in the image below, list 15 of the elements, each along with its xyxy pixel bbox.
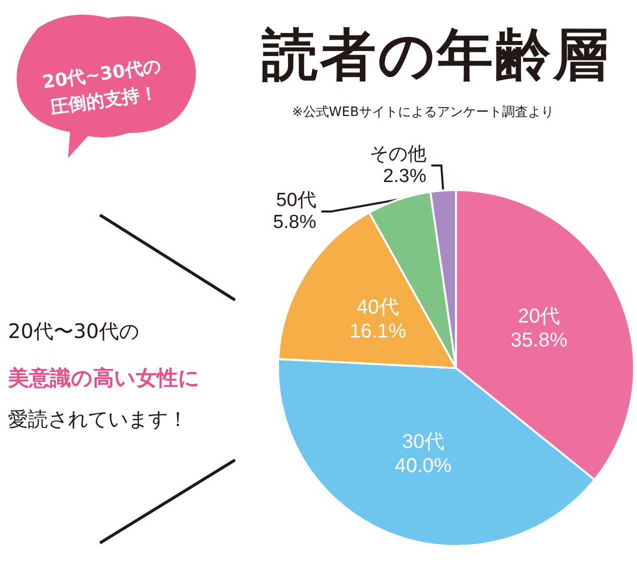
slice-label: 30代 <box>402 430 444 453</box>
data-label: 2.3% <box>383 166 426 188</box>
text: 美意識の高い女性に <box>8 365 200 392</box>
data-label: 5.8% <box>272 212 316 234</box>
slice-label: その他 <box>369 144 426 166</box>
text: 愛読されています！ <box>8 406 188 433</box>
chart-title: 読者の年齢層 <box>262 22 611 90</box>
text: 20代〜30代の <box>8 318 139 345</box>
data-label: 35.8% <box>510 329 568 352</box>
slice-label: 20代 <box>518 305 560 328</box>
slice-label: 40代 <box>356 296 399 318</box>
slice-label: 50代 <box>276 190 316 212</box>
data-label: 16.1% <box>350 320 406 342</box>
data-label: 40.0% <box>394 454 452 477</box>
text: ※公式WEBサイトによるアンケート調査より <box>292 104 554 121</box>
